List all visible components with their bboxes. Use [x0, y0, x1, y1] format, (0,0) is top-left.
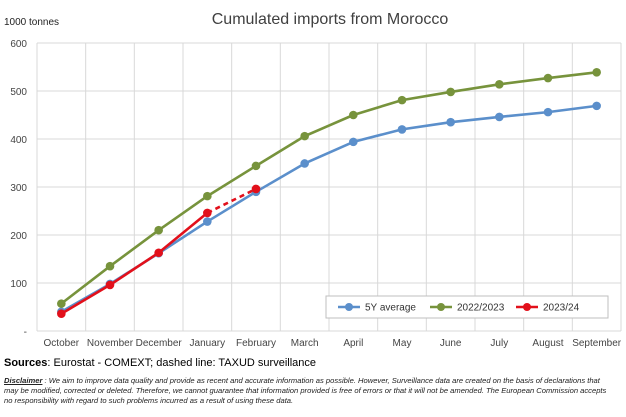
y-tick-label: 100 [10, 279, 27, 290]
data-point [154, 225, 163, 235]
series-lines [57, 67, 601, 319]
x-tick-label: April [343, 338, 363, 349]
y-tick-label: - [24, 327, 27, 338]
legend-swatch-marker [523, 303, 531, 311]
x-tick-label: March [291, 338, 319, 349]
data-point [543, 73, 553, 83]
disclaimer-note: Disclaimer : We aim to improve data qual… [4, 376, 616, 405]
disclaimer-label: Disclaimer [4, 376, 43, 385]
y-tick-label: 500 [10, 87, 27, 98]
series-line-1 [60, 70, 597, 305]
data-point [349, 137, 358, 147]
y-axis-unit-label: 1000 tonnes [4, 17, 59, 28]
legend-swatch-marker [437, 303, 445, 311]
data-point [592, 67, 601, 77]
data-point [203, 217, 212, 226]
x-tick-label: November [87, 338, 134, 349]
data-point [251, 184, 261, 194]
sources-note: Sources: Eurostat - COMEXT; dashed line:… [4, 357, 316, 369]
x-tick-label: October [44, 338, 80, 349]
data-point [154, 248, 163, 258]
y-tick-label: 400 [10, 135, 27, 146]
data-point [495, 112, 504, 122]
data-point [57, 299, 66, 308]
series-dashed-extension [206, 187, 257, 215]
data-point [397, 125, 407, 134]
y-tick-label: 600 [10, 39, 27, 50]
data-point [495, 79, 504, 89]
data-point [203, 208, 212, 218]
axis-ticks: - 100 200 300 400 500 600 October November Decemb… [10, 39, 621, 349]
x-tick-label: July [490, 338, 508, 349]
data-point [592, 101, 601, 111]
data-point [203, 191, 212, 201]
x-tick-label: August [532, 338, 563, 349]
x-tick-label: December [136, 338, 183, 349]
data-point [105, 261, 115, 271]
sources-label: Sources [4, 357, 48, 369]
legend-entry-label: 2022/2023 [457, 303, 505, 314]
line-chart: Cumulated imports from Morocco 1000 tonn… [4, 11, 622, 349]
data-point [57, 309, 66, 319]
data-point [349, 110, 358, 120]
sources-text: : Eurostat - COMEXT; dashed line: TAXUD … [47, 357, 317, 369]
legend-swatch-marker [345, 303, 353, 311]
x-tick-label: May [393, 338, 412, 349]
data-point [251, 161, 261, 171]
legend-box [325, 295, 609, 319]
series-line-2 [60, 211, 209, 315]
data-point [105, 280, 115, 290]
x-tick-label: June [440, 338, 462, 349]
y-tick-label: 200 [10, 231, 27, 242]
x-tick-label: January [190, 338, 226, 349]
data-point [446, 117, 455, 127]
legend-entry-label: 5Y average [365, 303, 416, 314]
x-tick-label: September [572, 338, 622, 349]
legend-entry-label: 2023/24 [543, 303, 580, 314]
x-tick-label: February [236, 338, 276, 349]
disclaimer-text: : We aim to improve data quality and pro… [4, 376, 607, 405]
data-point [300, 159, 309, 168]
data-point [300, 131, 309, 141]
legend: 5Y average 2022/2023 2023/24 [325, 295, 609, 319]
gridlines [36, 42, 622, 332]
data-point [397, 95, 407, 105]
y-tick-label: 300 [10, 183, 27, 194]
chart-title: Cumulated imports from Morocco [212, 11, 449, 28]
data-point [446, 87, 455, 97]
data-point [543, 107, 553, 117]
